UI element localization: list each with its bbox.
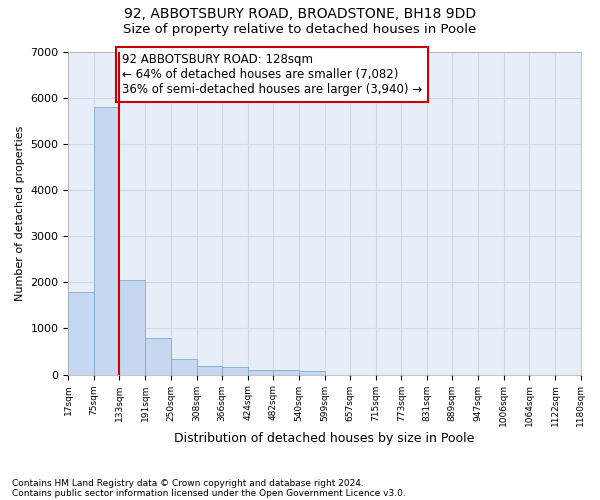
Bar [197, 366, 222, 374]
Bar [145, 338, 171, 374]
Bar [68, 292, 94, 374]
Text: 92, ABBOTSBURY ROAD, BROADSTONE, BH18 9DD: 92, ABBOTSBURY ROAD, BROADSTONE, BH18 9D… [124, 8, 476, 22]
Bar [171, 359, 197, 374]
X-axis label: Distribution of detached houses by size in Poole: Distribution of detached houses by size … [174, 432, 475, 445]
Text: Contains public sector information licensed under the Open Government Licence v3: Contains public sector information licen… [12, 488, 406, 498]
Bar [248, 370, 273, 374]
Bar [273, 370, 299, 374]
Bar [222, 367, 248, 374]
Text: 92 ABBOTSBURY ROAD: 128sqm
← 64% of detached houses are smaller (7,082)
36% of s: 92 ABBOTSBURY ROAD: 128sqm ← 64% of deta… [122, 53, 422, 96]
Bar [299, 371, 325, 374]
Y-axis label: Number of detached properties: Number of detached properties [15, 126, 25, 300]
Bar [119, 280, 145, 374]
Text: Contains HM Land Registry data © Crown copyright and database right 2024.: Contains HM Land Registry data © Crown c… [12, 478, 364, 488]
Text: Size of property relative to detached houses in Poole: Size of property relative to detached ho… [124, 22, 476, 36]
Bar [94, 107, 119, 374]
